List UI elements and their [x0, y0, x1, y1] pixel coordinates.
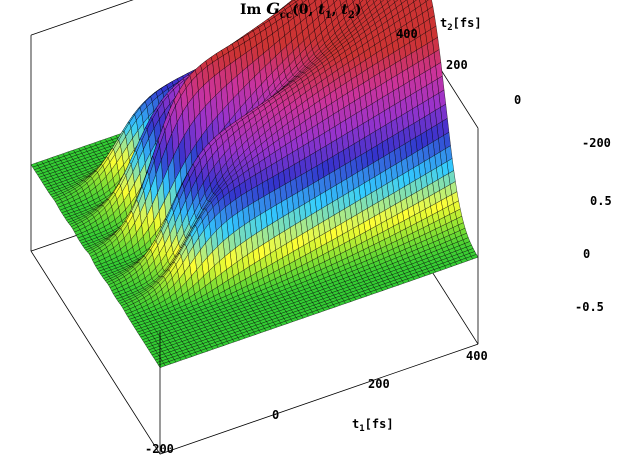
z-tick-label: -0.5 — [575, 300, 604, 314]
x-axis-label: t1[fs] — [352, 417, 394, 434]
y-axis-label: t2[fs] — [440, 16, 482, 33]
y-tick-label: 200 — [446, 58, 468, 72]
x-tick-label: 400 — [466, 349, 488, 363]
z-tick-label: 0.5 — [590, 194, 612, 208]
x-tick-label: 200 — [368, 377, 390, 391]
box-edge — [159, 343, 479, 455]
y-tick-label: -200 — [582, 136, 611, 150]
y-tick-label: 0 — [514, 93, 521, 107]
box-edge — [30, 0, 134, 36]
surface-mesh — [30, 0, 479, 368]
x-tick-label: -200 — [145, 442, 174, 456]
y-tick-label: 400 — [396, 27, 418, 41]
z-tick-label: 0 — [583, 247, 590, 261]
x-tick-label: 0 — [272, 408, 279, 422]
chart-title: Im Gcc(0, t1, t2) — [240, 0, 361, 21]
